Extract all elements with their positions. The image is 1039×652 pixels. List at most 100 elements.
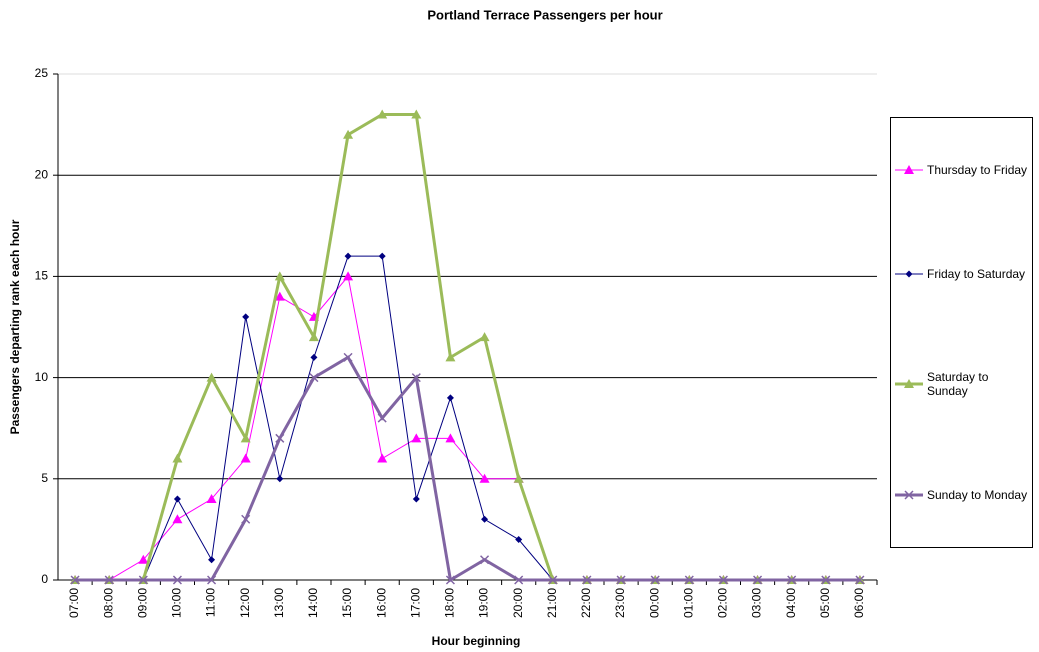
marker [172, 575, 182, 585]
marker [377, 413, 387, 423]
x-tick-label: 14:00 [306, 588, 320, 618]
marker [582, 575, 592, 585]
y-tick-label: 15 [35, 269, 49, 283]
marker [70, 575, 80, 585]
marker [274, 271, 285, 281]
marker [308, 332, 319, 342]
marker [344, 252, 352, 260]
marker [138, 575, 148, 585]
x-tick-label: 23:00 [613, 588, 627, 618]
x-tick-label: 05:00 [818, 588, 832, 618]
x-tick-label: 19:00 [477, 588, 491, 618]
marker [904, 164, 914, 174]
x-tick-label: 22:00 [579, 588, 593, 618]
marker [445, 575, 455, 585]
marker [787, 575, 797, 585]
marker [753, 575, 763, 585]
legend-item: Sunday to Monday [893, 488, 1032, 502]
chart-title: Portland Terrace Passengers per hour [427, 7, 662, 22]
marker [377, 109, 388, 119]
marker [513, 473, 524, 483]
y-tick-label: 25 [35, 66, 49, 80]
y-tick-label: 5 [41, 471, 48, 485]
x-tick-label: 11:00 [204, 588, 218, 617]
marker [207, 575, 217, 585]
marker [650, 575, 660, 585]
legend-swatch [895, 490, 923, 500]
x-tick-label: 16:00 [374, 588, 388, 618]
marker [172, 453, 183, 463]
marker [138, 554, 149, 564]
x-tick-label: 15:00 [340, 588, 354, 618]
marker [684, 575, 694, 585]
marker [241, 514, 251, 524]
series-line [75, 275, 860, 581]
marker [240, 433, 251, 443]
marker [904, 379, 914, 389]
marker [480, 555, 490, 565]
legend-item: Saturday to Sunday [893, 370, 1032, 398]
marker [411, 373, 421, 383]
marker [275, 433, 285, 443]
x-tick-label: 20:00 [511, 588, 525, 618]
marker [276, 475, 284, 483]
marker [479, 473, 490, 483]
x-tick-label: 06:00 [852, 588, 866, 618]
x-tick-label: 12:00 [238, 588, 252, 618]
marker [481, 515, 489, 523]
x-tick-label: 09:00 [135, 588, 149, 618]
legend-swatch [895, 164, 923, 174]
marker [616, 575, 626, 585]
marker [242, 313, 250, 321]
marker [905, 270, 913, 278]
legend-label: Saturday to Sunday [927, 370, 989, 399]
x-tick-label: 01:00 [681, 588, 695, 618]
marker [821, 575, 831, 585]
marker [855, 575, 865, 585]
marker [208, 556, 216, 564]
legend-label: Thursday to Friday [927, 162, 1028, 177]
y-tick-label: 20 [35, 167, 49, 181]
x-tick-label: 08:00 [101, 588, 115, 618]
y-tick-label: 0 [41, 572, 48, 586]
y-tick-label: 10 [35, 370, 49, 384]
marker [343, 129, 354, 139]
x-tick-label: 21:00 [545, 588, 559, 618]
series-line [75, 255, 860, 581]
marker [548, 575, 558, 585]
x-tick-label: 04:00 [784, 588, 798, 618]
marker [445, 433, 456, 443]
marker [718, 575, 728, 585]
x-tick-label: 03:00 [750, 588, 764, 618]
marker [343, 271, 354, 281]
marker [206, 372, 217, 382]
y-axis-title: Passengers departing rank each hour [8, 219, 22, 434]
marker [309, 373, 319, 383]
x-tick-label: 02:00 [716, 588, 730, 618]
marker [274, 291, 285, 301]
x-tick-label: 07:00 [67, 588, 81, 618]
marker [206, 494, 217, 504]
marker [343, 352, 353, 362]
legend-swatch [895, 270, 923, 278]
legend-item: Thursday to Friday [893, 163, 1032, 177]
marker [411, 109, 422, 119]
marker [514, 575, 524, 585]
legend-item: Friday to Saturday [893, 267, 1032, 281]
x-tick-label: 17:00 [408, 588, 422, 618]
marker [377, 453, 388, 463]
marker [411, 433, 422, 443]
marker [445, 352, 456, 362]
marker [446, 394, 454, 402]
legend: Thursday to Friday Friday to Saturday Satu… [890, 117, 1033, 548]
x-axis-title: Hour beginning [432, 634, 521, 648]
x-tick-label: 13:00 [272, 588, 286, 618]
legend-swatch [895, 379, 923, 389]
marker [904, 490, 914, 500]
marker [172, 514, 183, 524]
marker [310, 353, 318, 361]
x-tick-label: 00:00 [647, 588, 661, 618]
series-line [75, 355, 860, 583]
